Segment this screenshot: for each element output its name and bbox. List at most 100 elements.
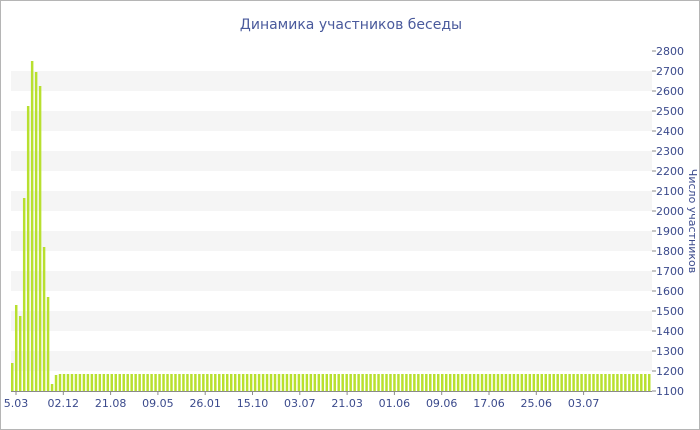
bar [425,374,428,391]
bar [496,374,500,391]
bar [568,374,571,391]
grid-bands [11,71,652,371]
bar [405,374,408,391]
bar [202,374,205,391]
bar [114,374,117,391]
bar [289,374,293,391]
bar [572,374,575,391]
bar [468,374,472,391]
y-tick-label: 2400 [656,125,684,138]
bar [349,374,352,391]
bar [74,374,78,391]
bar [596,374,599,391]
y-tick-label: 2700 [656,65,684,78]
y-axis-ticks: 1100 1200 1300 1400 1500 1600 1700 1800 1900 2000… [652,45,684,398]
bar [353,374,356,391]
bar [464,374,468,391]
x-tick-label: 09.05 [142,397,174,410]
bar [648,374,651,391]
y-tick-label: 1800 [656,245,684,258]
bar [245,374,249,391]
grid-band [11,271,652,291]
bar [118,374,121,391]
bar [492,374,496,391]
x-tick-label: 26.01 [189,397,221,410]
bar [98,374,102,391]
bar [413,374,416,391]
bar [222,374,225,391]
bar [377,374,380,391]
bar [365,374,368,391]
y-tick-label: 1900 [656,225,684,238]
bar [106,374,110,391]
bar [488,374,492,391]
bar [293,374,297,391]
bar [58,374,62,391]
bar [218,374,221,391]
y-tick-label: 1700 [656,265,684,278]
grid-band [11,231,652,251]
x-tick-label: 21.08 [95,397,127,410]
bar [210,374,213,391]
x-tick-label: 15.10 [237,397,269,410]
bar [337,374,340,391]
bar [588,374,591,391]
bar [241,374,245,391]
bar [580,374,583,391]
bar [409,374,412,391]
bar [560,374,563,391]
bar [421,374,424,391]
bar [624,374,627,391]
bar [369,374,372,391]
bar [158,374,161,391]
bar [540,374,543,391]
bar [38,86,42,391]
bar [194,374,197,391]
y-tick-label: 2300 [656,145,684,158]
bar [170,374,173,391]
bar [608,374,611,391]
bar [437,374,440,391]
grid-band [11,111,652,131]
bar [401,374,404,391]
bar [484,374,488,391]
bar [357,374,360,391]
bar [500,374,504,391]
bar [552,374,555,391]
y-tick-label: 1100 [656,385,684,398]
bar [257,374,261,391]
y-tick-label: 1500 [656,305,684,318]
bar [345,374,348,391]
bar [273,374,277,391]
bar [361,374,364,391]
y-tick-label: 2600 [656,85,684,98]
bar [229,374,233,391]
bar [329,374,332,391]
bar [313,374,317,391]
bar [82,374,86,391]
bar [612,374,615,391]
x-tick-label: 5.03 [4,397,29,410]
bar [508,374,512,391]
x-tick-label: 17.06 [473,397,505,410]
bar [532,374,536,391]
x-axis-ticks: 5.03 02.12 21.08 09.05 26.01 15.10 03.07 21.03 0… [4,391,599,410]
bar [576,374,579,391]
bar [628,374,631,391]
bar [397,374,400,391]
x-tick-label: 09.06 [426,397,458,410]
bar [281,374,285,391]
bar [333,374,336,391]
bar [536,374,540,391]
bar [592,374,595,391]
bar [285,374,289,391]
bar [277,374,281,391]
y-tick-label: 1200 [656,365,684,378]
bar [178,374,181,391]
bar [373,374,376,391]
bar [90,374,94,391]
bar [385,374,388,391]
bar [504,374,508,391]
bar [122,374,125,391]
